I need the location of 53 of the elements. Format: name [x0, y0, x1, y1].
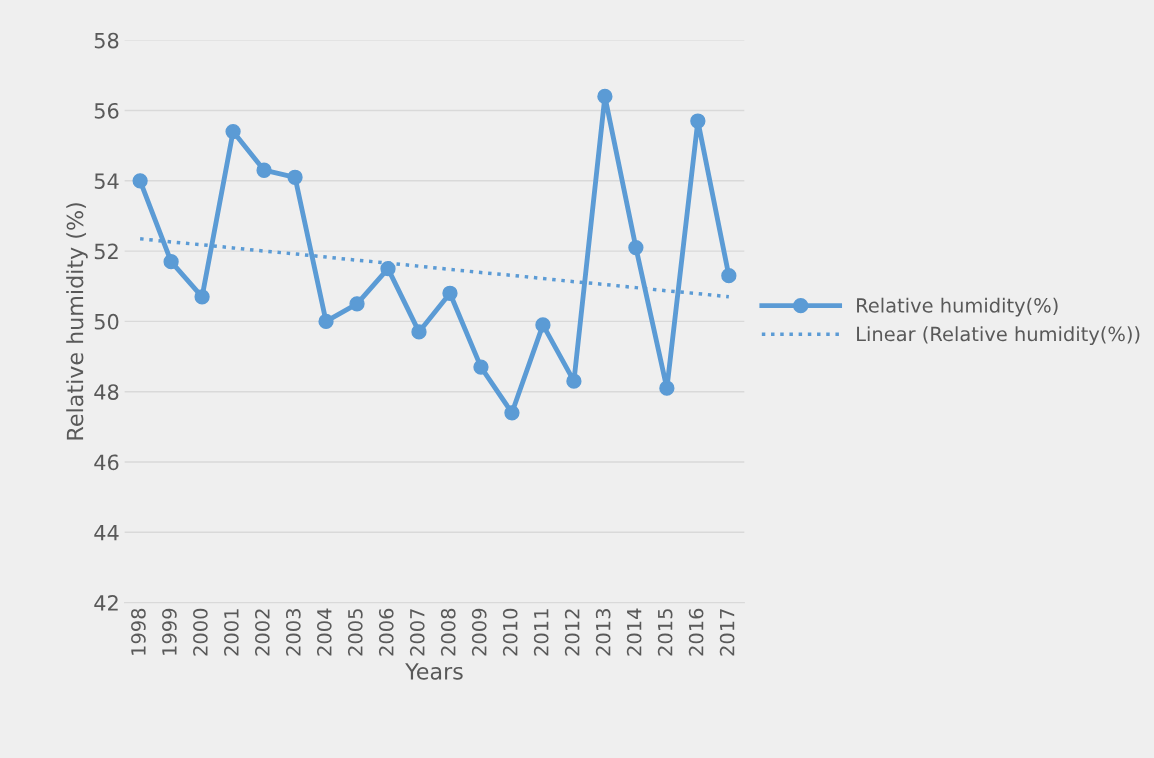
x-tick-label: 2008: [440, 608, 456, 656]
x-tick-label: 2016: [688, 608, 704, 656]
y-tick-label: 58: [94, 32, 119, 49]
point: [473, 359, 489, 375]
x-tick-label: 2000: [193, 608, 208, 656]
x-tick-label: 2009: [471, 608, 487, 656]
x-tick-label: 1999: [162, 608, 177, 655]
point: [194, 289, 210, 305]
point: [318, 313, 334, 330]
x-tick-label: 2015: [657, 609, 673, 656]
x-tick-label: 2004: [316, 608, 332, 656]
x-tick-label: 2006: [378, 608, 394, 656]
x-tick-label: 2002: [255, 609, 270, 656]
x-tick-label: 2013: [595, 609, 611, 656]
point: [256, 162, 272, 178]
x-tick-label: 1998: [131, 608, 146, 655]
y-tick-label: 54: [94, 173, 119, 189]
point: [690, 113, 706, 129]
point: [349, 296, 365, 312]
y-tick-label: 42: [94, 595, 118, 611]
y-tick-label: 46: [94, 454, 119, 471]
x-axis-title: Years: [405, 663, 463, 680]
x-tick-label: 2011: [533, 609, 549, 656]
x-tick-label: 2017: [719, 609, 735, 656]
legend-label: Linear (Relative humidity(%)): [857, 326, 1140, 346]
point: [535, 317, 551, 333]
point: [380, 261, 396, 277]
x-tick-label: 2005: [347, 609, 363, 656]
x-tick-label: 2010: [502, 608, 518, 656]
point: [566, 373, 582, 389]
point: [504, 405, 520, 421]
x-tick-label: 2001: [224, 609, 239, 656]
point: [225, 123, 241, 140]
y-tick-label: 56: [94, 102, 119, 119]
y-axis-title: Relative humidity (%): [66, 203, 88, 440]
point: [597, 88, 613, 105]
x-tick-label: 2012: [564, 609, 580, 656]
point: [721, 268, 737, 284]
point: [659, 380, 675, 396]
point: [411, 324, 427, 340]
point: [628, 239, 644, 256]
point: [163, 253, 179, 270]
y-tick-label: 48: [94, 384, 119, 400]
point: [132, 173, 148, 189]
x-tick-label: 2014: [626, 608, 642, 656]
y-tick-label: 50: [94, 313, 119, 330]
point: [442, 285, 458, 301]
y-tick-label: 44: [94, 525, 119, 541]
point: [287, 169, 303, 185]
legend-label: Relative humidity(%): [857, 297, 1058, 317]
x-tick-label: 2003: [285, 609, 301, 656]
x-tick-label: 2007: [409, 609, 425, 656]
y-tick-label: 52: [94, 243, 118, 260]
